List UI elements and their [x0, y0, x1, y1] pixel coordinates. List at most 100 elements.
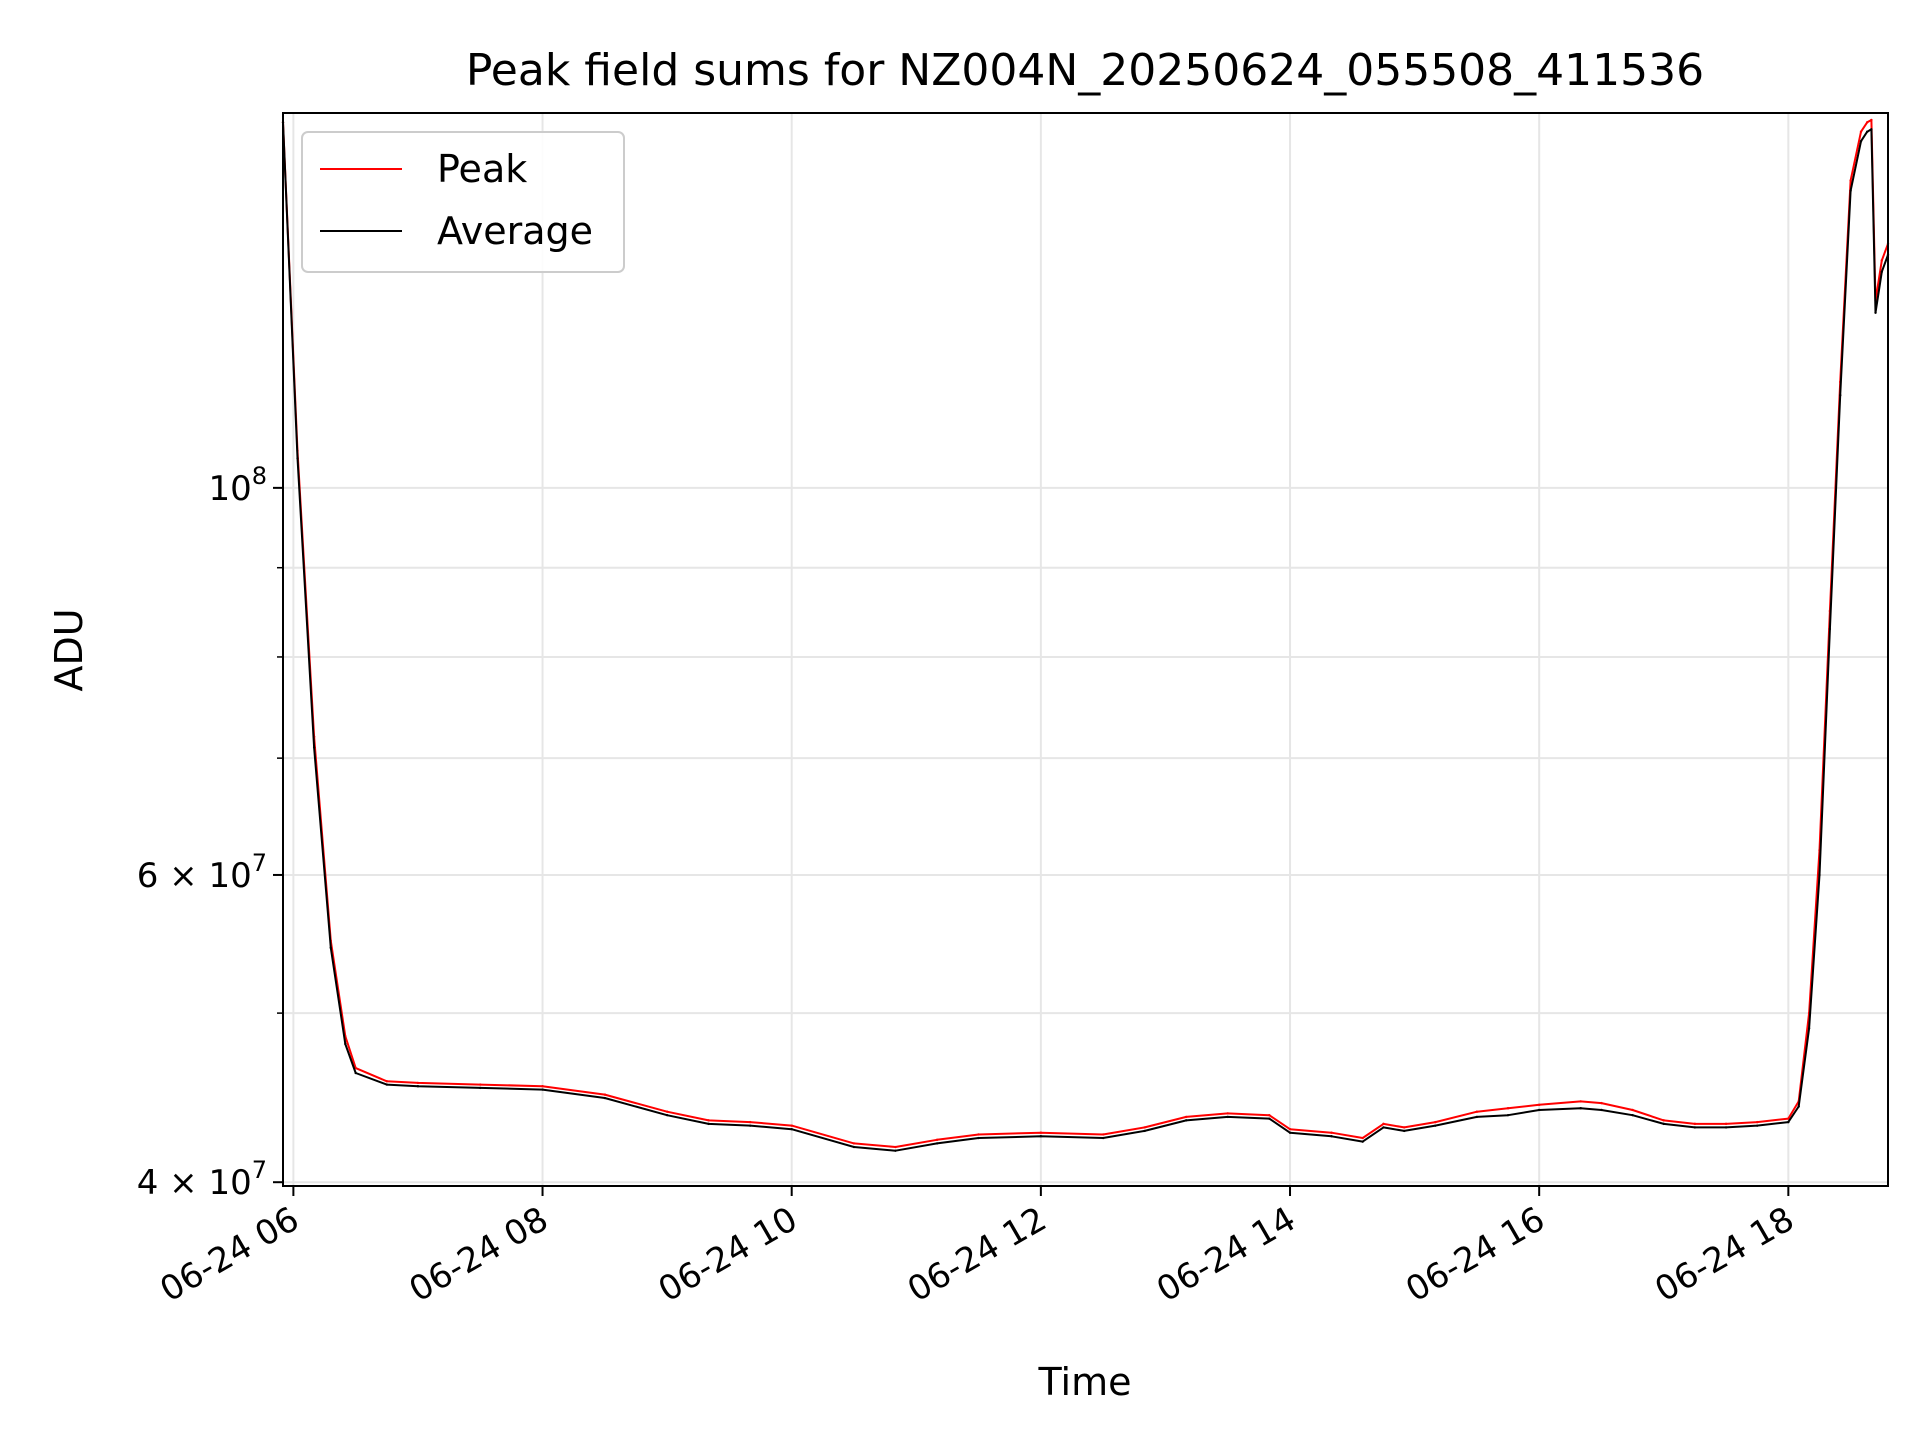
- series-line-average: [282, 122, 1889, 1152]
- data-point-average: [1859, 140, 1863, 143]
- y-tick-label-base: 10: [208, 469, 251, 509]
- data-point-average: [1403, 1129, 1406, 1133]
- legend: Peak Average: [301, 131, 625, 273]
- data-point-average: [1839, 394, 1842, 397]
- y-axis-label: ADU: [47, 608, 91, 691]
- data-point-average: [707, 1122, 710, 1126]
- data-point-average: [1579, 1107, 1582, 1110]
- plot-area: [281, 118, 1890, 1152]
- data-point-peak: [790, 1124, 793, 1127]
- legend-peak-label: Peak: [437, 147, 527, 191]
- data-point-peak: [1268, 1113, 1271, 1117]
- data-point-peak: [1579, 1100, 1582, 1103]
- data-point-average: [1787, 1120, 1790, 1124]
- data-point-average: [1870, 128, 1873, 131]
- data-point-peak: [541, 1085, 544, 1088]
- data-point-peak: [665, 1110, 669, 1113]
- data-point-average: [1755, 1124, 1759, 1127]
- data-point-average: [1631, 1113, 1634, 1117]
- data-point-peak: [894, 1145, 897, 1149]
- y-tick-label: 6 × 107: [137, 849, 267, 896]
- data-point-average: [1226, 1115, 1229, 1119]
- legend-box: [301, 131, 625, 273]
- axes-frame: [282, 112, 1889, 1187]
- data-point-peak: [1475, 1110, 1479, 1113]
- data-point-average: [1382, 1126, 1385, 1129]
- data-point-peak: [603, 1093, 607, 1096]
- data-point-average: [603, 1096, 607, 1100]
- x-axis-label: Time: [1038, 1360, 1132, 1404]
- data-point-average: [312, 746, 316, 749]
- data-point-average: [1600, 1108, 1603, 1112]
- data-point-peak: [1101, 1133, 1105, 1136]
- data-point-average: [1185, 1119, 1188, 1122]
- data-point-peak: [1870, 118, 1873, 122]
- data-point-peak: [852, 1142, 856, 1145]
- data-point-average: [1693, 1126, 1697, 1129]
- data-point-average: [1434, 1124, 1437, 1127]
- data-point-average: [1537, 1108, 1541, 1112]
- data-point-peak: [1866, 121, 1869, 124]
- x-tick-label: 06-24 08: [403, 1199, 555, 1310]
- chart-title: Peak field sums for NZ004N_20250624_0555…: [466, 45, 1704, 96]
- data-point-peak: [977, 1133, 980, 1136]
- data-point-peak: [1506, 1107, 1510, 1110]
- data-point-average: [1662, 1122, 1665, 1126]
- data-point-average: [1818, 873, 1821, 877]
- data-point-average: [1101, 1136, 1105, 1140]
- data-point-average: [852, 1145, 856, 1149]
- data-point-average: [1849, 189, 1852, 192]
- x-tick-label: 06-24 14: [1150, 1199, 1302, 1310]
- data-point-peak: [935, 1138, 939, 1142]
- data-point-average: [665, 1113, 669, 1117]
- y-tick-label-base: 6 × 10: [137, 856, 252, 896]
- data-point-peak: [1330, 1131, 1333, 1134]
- data-point-average: [1361, 1140, 1364, 1143]
- data-point-peak: [1403, 1126, 1406, 1129]
- data-point-average: [1475, 1115, 1479, 1119]
- data-point-average: [894, 1149, 897, 1152]
- data-point-average: [416, 1085, 420, 1088]
- data-point-average: [1797, 1105, 1800, 1108]
- data-point-average: [1506, 1113, 1510, 1117]
- data-point-average: [935, 1142, 939, 1145]
- data-point-peak: [1039, 1131, 1043, 1134]
- data-point-average: [1880, 270, 1883, 273]
- data-point-average: [541, 1088, 544, 1091]
- data-point-peak: [1631, 1108, 1634, 1112]
- data-point-average: [1866, 130, 1869, 133]
- data-point-peak: [1755, 1120, 1759, 1124]
- y-tick-label-exponent: 8: [252, 462, 267, 490]
- data-point-average: [1268, 1117, 1271, 1120]
- y-tick-label-exponent: 7: [252, 1156, 267, 1184]
- y-tick-label: 4 × 107: [137, 1156, 267, 1203]
- data-point-peak: [1143, 1126, 1146, 1129]
- series-line-peak: [282, 119, 1889, 1148]
- data-point-peak: [1382, 1122, 1385, 1126]
- data-point-average: [1039, 1135, 1043, 1138]
- data-point-average: [354, 1071, 357, 1075]
- data-point-average: [1807, 1027, 1811, 1030]
- x-tick-label: 06-24 06: [153, 1199, 305, 1310]
- data-point-average: [329, 946, 332, 950]
- y-tick-label-exponent: 7: [252, 849, 267, 877]
- x-tick-label: 06-24 12: [901, 1199, 1053, 1310]
- y-tick-label-base: 4 × 10: [137, 1163, 252, 1203]
- data-point-peak: [707, 1119, 710, 1122]
- data-point-peak: [1537, 1103, 1541, 1107]
- data-point-peak: [1662, 1119, 1665, 1122]
- data-point-peak: [1724, 1122, 1728, 1126]
- data-point-peak: [1849, 179, 1852, 182]
- data-point-peak: [479, 1083, 482, 1086]
- data-point-peak: [1226, 1112, 1229, 1115]
- data-point-average: [479, 1086, 482, 1090]
- data-point-average: [748, 1124, 752, 1127]
- grid-lines: [283, 113, 1888, 1186]
- data-point-average: [790, 1127, 793, 1131]
- data-point-peak: [1880, 259, 1883, 262]
- data-point-average: [385, 1083, 389, 1086]
- data-point-peak: [416, 1081, 420, 1085]
